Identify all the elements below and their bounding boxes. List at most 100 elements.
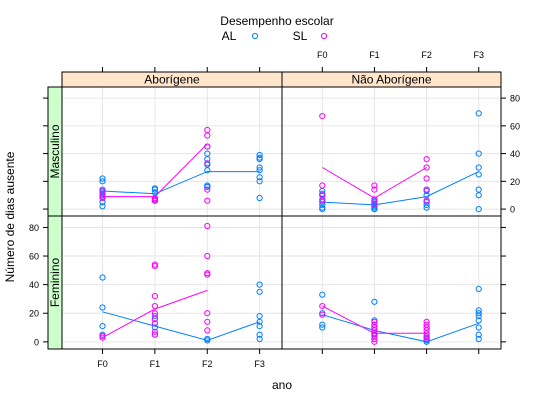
panel-aborigene-feminino-point-sl-f1-8 [151, 261, 158, 268]
strip-col-label-aborigene: Aborígene [144, 73, 200, 87]
panel-nao-aborigene-feminino-point-al-f3-1 [475, 331, 482, 338]
y-tick-label-left-40: 40 [29, 280, 39, 290]
panel-aborigene-masculino-point-al-f3-1 [256, 178, 263, 185]
panel-nao-aborigene-feminino-point-sl-f1-7 [371, 318, 378, 325]
panel-aborigene-masculino-point-sl-f2-2 [204, 160, 211, 167]
legend-marker-sl [320, 32, 328, 40]
panel-aborigene-masculino-point-sl-f2-0 [204, 197, 211, 204]
y-tick-label-left-0: 0 [34, 337, 39, 347]
panel-aborigene-feminino-point-sl-f1-3 [151, 315, 158, 323]
panel-aborigene-masculino-point-sl-f2-1 [204, 186, 211, 193]
panel-aborigene-masculino-point-al-f0-8 [99, 175, 106, 182]
panel-aborigene-feminino-point-al-f0-3 [99, 274, 106, 281]
panel-nao-aborigene-masculino-point-sl-f2-1 [423, 186, 430, 193]
plot-layer: Aborígene Não Aborígene Masculino Feminino F… [29, 50, 520, 369]
panel-nao-aborigene-masculino-point-sl-f2-4 [423, 156, 430, 163]
panel-aborigene-feminino-point-sl-f1-2 [151, 320, 158, 327]
panel-nao-aborigene-feminino-point-al-f0-0 [319, 324, 326, 331]
panel-aborigene-masculino-point-al-f0-7 [99, 178, 106, 185]
panel-nao-aborigene-feminino-point-sl-f1-1 [371, 335, 378, 343]
panel-border-aborigene-feminino [61, 215, 283, 350]
legend-label-sl: SL [293, 29, 308, 43]
panel-aborigene-masculino-point-sl-f1-2 [151, 194, 158, 202]
panel-aborigene-feminino-point-sl-f1-0 [151, 331, 158, 338]
panel-aborigene-feminino-point-sl-f1-6 [151, 293, 158, 300]
panel-aborigene-feminino-point-sl-f1-4 [151, 310, 158, 317]
panel-aborigene-feminino-point-sl-f2-5 [204, 252, 211, 260]
legend-title: Desempenho escolar [220, 14, 333, 28]
panel-nao-aborigene-feminino-point-al-f1-5 [371, 298, 378, 305]
panel-nao-aborigene-feminino-point-al-f3-2 [475, 324, 482, 331]
panel-aborigene-masculino-point-sl-f2-3 [204, 143, 211, 150]
panel-nao-aborigene-feminino-point-al-f3-0 [475, 335, 482, 343]
panel-nao-aborigene-feminino-point-sl-f1-5 [371, 324, 378, 331]
strip-col-label-nao-aborigene: Não Aborígene [351, 73, 431, 87]
panel-aborigene-masculino-point-sl-f2-5 [204, 126, 211, 134]
panel-aborigene-feminino-point-al-f2-1 [204, 335, 211, 343]
panel-nao-aborigene-masculino-point-sl-f2-3 [423, 164, 430, 171]
panel-aborigene-feminino-mean-line-al [102, 311, 260, 341]
legend: Desempenho escolar AL SL [220, 14, 333, 43]
y-tick-label-left-80: 80 [29, 223, 39, 233]
panel-aborigene-feminino-point-al-f0-2 [99, 304, 106, 311]
panel-nao-aborigene-feminino-point-al-f3-6 [475, 307, 482, 314]
x-tick-label-bottom-f3: F3 [254, 359, 265, 369]
panel-nao-aborigene-feminino-point-al-f0-1 [319, 321, 326, 328]
panel-aborigene-feminino-point-al-f1-4 [151, 313, 158, 320]
y-tick-label-right-40: 40 [510, 149, 520, 159]
panel-nao-aborigene-feminino-point-al-f3-7 [475, 285, 482, 292]
panel-nao-aborigene-feminino-point-al-f0-3 [319, 291, 326, 298]
panel-nao-aborigene-masculino-point-al-f3-2 [475, 186, 482, 193]
legend-marker-al [251, 32, 259, 40]
panel-nao-aborigene-feminino-point-al-f3-3 [475, 317, 482, 324]
panel-aborigene-masculino-point-al-f2-6 [204, 150, 211, 157]
panel-border-nao-aborigene-masculino [281, 86, 502, 217]
strip-row-label-masculino: Masculino [48, 124, 62, 178]
panel-aborigene-feminino-point-sl-f2-4 [204, 270, 211, 277]
panel-nao-aborigene-masculino-point-sl-f1-3 [371, 182, 378, 189]
panel-aborigene-feminino-point-al-f3-0 [256, 335, 263, 343]
panel-nao-aborigene-feminino-point-sl-f0-1 [319, 303, 326, 310]
y-tick-label-left-20: 20 [29, 309, 39, 319]
panel-nao-aborigene-masculino-point-al-f3-4 [475, 164, 482, 171]
y-tick-label-right-20: 20 [510, 177, 520, 187]
y-axis-label: Número de dias ausente [3, 151, 17, 282]
panel-nao-aborigene-feminino-point-sl-f1-6 [371, 321, 378, 328]
panel-aborigene-feminino-point-al-f1-1 [151, 324, 158, 331]
panel-aborigene-masculino-point-al-f0-0 [99, 203, 106, 210]
panel-aborigene-feminino-point-sl-f2-1 [204, 318, 211, 325]
strip-row-label-feminino: Feminino [48, 258, 62, 308]
panel-nao-aborigene-feminino-point-sl-f1-2 [371, 333, 378, 340]
y-tick-label-right-0: 0 [510, 205, 515, 215]
panel-aborigene-masculino-point-al-f3-0 [256, 194, 263, 202]
panel-border-nao-aborigene-feminino [281, 215, 502, 350]
panel-aborigene-feminino-point-sl-f2-0 [204, 327, 211, 334]
panel-aborigene-feminino-point-al-f3-4 [256, 313, 263, 320]
panel-nao-aborigene-feminino-point-sl-f1-3 [371, 330, 378, 337]
x-tick-label-bottom-f2: F2 [202, 359, 213, 369]
panel-nao-aborigene-masculino-point-al-f3-5 [475, 150, 482, 157]
panel-aborigene-feminino-point-sl-f1-5 [151, 303, 158, 310]
panel-nao-aborigene-masculino-mean-line-al [322, 171, 479, 206]
panel-aborigene-feminino-point-al-f3-2 [256, 323, 263, 330]
panel-nao-aborigene-masculino-point-al-f3-3 [475, 171, 482, 178]
panel-nao-aborigene-feminino-point-sl-f0-0 [319, 311, 326, 318]
panel-aborigene-masculino-point-al-f1-5 [151, 185, 158, 192]
x-tick-label-top-f1: F1 [369, 50, 380, 60]
x-tick-label-bottom-f1: F1 [150, 359, 161, 369]
panel-aborigene-masculino-point-al-f3-4 [256, 164, 263, 171]
x-tick-label-top-f0: F0 [317, 50, 328, 60]
panel-nao-aborigene-feminino-point-al-f3-4 [475, 313, 482, 320]
panel-aborigene-feminino-point-al-f0-1 [99, 323, 106, 330]
y-tick-label-right-60: 60 [510, 121, 520, 131]
y-tick-label-right-80: 80 [510, 94, 520, 104]
legend-label-al: AL [222, 29, 237, 43]
panel-aborigene-feminino-point-al-f3-6 [256, 281, 263, 288]
panel-nao-aborigene-feminino-point-sl-f2-4 [423, 324, 430, 331]
panel-aborigene-masculino-mean-line-al [102, 171, 260, 195]
panel-aborigene-feminino-point-sl-f2-6 [204, 222, 211, 230]
panel-aborigene-feminino-point-sl-f2-2 [204, 310, 211, 317]
panel-nao-aborigene-masculino-point-al-f3-0 [475, 206, 482, 213]
panel-nao-aborigene-feminino-point-sl-f2-0 [423, 335, 430, 343]
panel-nao-aborigene-feminino-point-sl-f2-1 [423, 333, 430, 340]
